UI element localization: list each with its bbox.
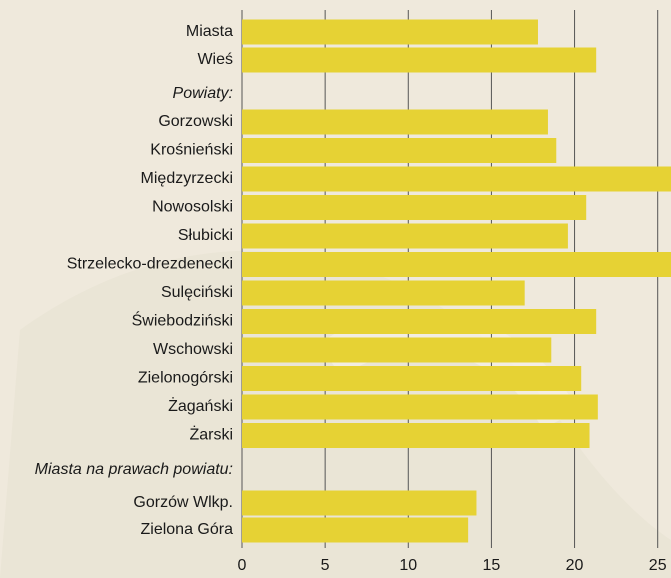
x-tick-label: 25 xyxy=(649,557,667,574)
y-tick-label: Żagański xyxy=(168,396,233,415)
bar xyxy=(242,167,671,192)
bar xyxy=(242,309,596,334)
bar xyxy=(242,20,538,45)
bar xyxy=(242,224,568,249)
y-tick-label: Międzyrzecki xyxy=(141,170,233,187)
y-tick-label: Zielonogórski xyxy=(138,370,233,387)
y-tick-label: Miasta na prawach powiatu: xyxy=(35,461,233,478)
y-tick-label: Krośnieński xyxy=(150,142,233,159)
y-tick-label: Powiaty: xyxy=(173,85,233,102)
y-tick-label: Gorzowski xyxy=(158,113,233,130)
y-tick-label: Słubicki xyxy=(178,227,233,244)
bar xyxy=(242,338,551,363)
y-tick-label: Gorzów Wlkp. xyxy=(133,494,233,511)
bar xyxy=(242,138,556,163)
chart: 0 5 10 15 20 25 Miasta Wieś Powiaty: Gorzowski Kro… xyxy=(0,0,671,578)
y-tick-label: Wieś xyxy=(197,51,233,68)
y-tick-label: Strzelecko-drezdenecki xyxy=(67,256,233,273)
bar xyxy=(242,48,596,73)
x-tick-label: 5 xyxy=(321,557,330,574)
bar xyxy=(242,423,590,448)
y-tick-label: Zielona Góra xyxy=(141,521,234,538)
x-tick-label: 20 xyxy=(566,557,584,574)
y-tick-label: Miasta xyxy=(186,23,233,40)
y-tick-label: Świebodziński xyxy=(132,311,233,330)
y-tick-label: Nowosolski xyxy=(152,199,233,216)
bar xyxy=(242,366,581,391)
bar xyxy=(242,491,476,516)
bar xyxy=(242,252,671,277)
x-tick-label: 0 xyxy=(238,557,247,574)
bar xyxy=(242,110,548,135)
bar xyxy=(242,518,468,543)
x-tick-label: 15 xyxy=(483,557,501,574)
bar xyxy=(242,395,598,420)
page: {"chart_data": {"type": "hbar", "categor… xyxy=(0,0,671,578)
bar xyxy=(242,195,586,220)
y-tick-label: Sulęciński xyxy=(161,284,233,301)
x-tick-label: 10 xyxy=(399,557,417,574)
y-tick-label: Żarski xyxy=(189,425,233,444)
bar xyxy=(242,281,525,306)
y-tick-label: Wschowski xyxy=(153,341,233,358)
